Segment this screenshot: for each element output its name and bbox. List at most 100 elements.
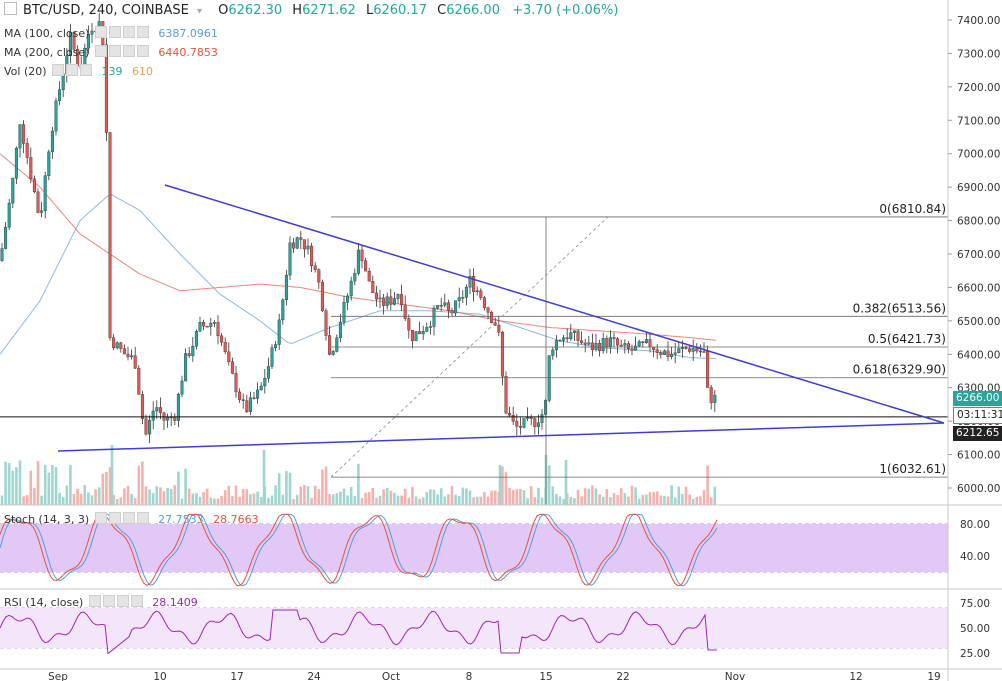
volume-bar	[583, 488, 587, 505]
settings-icon[interactable]	[66, 64, 79, 76]
volume-bar	[223, 490, 227, 505]
volume-bar	[486, 496, 490, 505]
volume-bar	[137, 465, 141, 505]
volume-bar	[425, 492, 429, 505]
volume-bar	[436, 494, 439, 505]
candle-body	[698, 350, 702, 353]
visibility-icon[interactable]	[52, 64, 65, 76]
collapse-icon[interactable]	[4, 2, 17, 15]
volume-bar	[385, 487, 389, 505]
volume-bar	[569, 496, 573, 505]
volume-bar	[634, 487, 637, 505]
visibility-icon[interactable]	[94, 512, 107, 524]
volume-bar	[303, 485, 306, 505]
candle-body	[248, 397, 252, 412]
ma200-value: 6440.7853	[158, 46, 218, 59]
volume-bar	[191, 493, 195, 505]
volume-bar	[47, 472, 51, 505]
volume-legend[interactable]: Vol (20) 139 610	[4, 64, 153, 78]
volume-bar	[90, 495, 94, 505]
candle-body	[40, 210, 44, 213]
settings-icon[interactable]	[108, 512, 121, 524]
close-icon[interactable]	[116, 595, 129, 607]
candle-body	[396, 294, 400, 299]
y-tick-label: 6700.00	[957, 249, 1000, 261]
more-icon[interactable]	[136, 26, 149, 38]
y-tick-label: 6400.00	[957, 349, 1000, 361]
candle-body	[47, 151, 51, 176]
more-icon[interactable]	[130, 595, 143, 607]
volume-bar	[274, 485, 277, 505]
close-icon[interactable]	[80, 64, 93, 76]
candle-body	[151, 410, 155, 421]
volume-bar	[454, 494, 457, 505]
more-icon[interactable]	[136, 512, 149, 524]
candle-body	[623, 343, 627, 346]
y-tick-label: 6600.00	[957, 282, 1000, 294]
volume-bar	[220, 495, 223, 505]
candle-body	[367, 270, 371, 282]
volume-bar	[54, 467, 58, 505]
more-icon[interactable]	[136, 45, 149, 57]
trendlines[interactable]	[0, 184, 948, 452]
volume-bar	[317, 489, 321, 505]
volume-bar	[673, 497, 677, 505]
candle-body	[205, 325, 209, 328]
rsi-legend[interactable]: RSI (14, close) 28.1409	[4, 595, 198, 609]
x-tick-label: Oct	[382, 671, 400, 681]
rsi-tick-label: 75.00	[960, 598, 990, 610]
candle-body	[126, 353, 130, 358]
stoch-legend[interactable]: Stoch (14, 3, 3) 27.7533 28.7663	[4, 512, 259, 526]
volume-bar	[148, 489, 151, 505]
candle-body	[50, 130, 54, 153]
candle-body	[425, 327, 429, 332]
candle-body	[500, 331, 504, 377]
settings-icon[interactable]	[108, 26, 121, 38]
candle-body	[295, 237, 299, 249]
settings-icon[interactable]	[108, 45, 121, 57]
volume-bar	[339, 491, 342, 505]
candle-body	[558, 340, 562, 342]
volume-bar	[526, 498, 529, 505]
volume-bar	[472, 497, 475, 505]
candle-body	[662, 350, 666, 355]
volume-bar	[151, 493, 155, 505]
y-tick-label: 6000.00	[957, 483, 1000, 495]
volume-bar	[29, 470, 33, 505]
descending-trendline	[164, 184, 945, 424]
volume-bar	[277, 473, 281, 505]
volume-bar	[51, 464, 54, 505]
symbol-name[interactable]: BTC/USD, 240, COINBASE	[23, 3, 189, 18]
candle-body	[421, 331, 425, 335]
candle-body	[328, 335, 332, 355]
candle-body	[338, 321, 342, 339]
fibonacci-levels[interactable]: 0(6810.84) 0.382(6513.56) 0.5(6421.73) 0.61…	[330, 202, 948, 505]
visibility-icon[interactable]	[94, 26, 107, 38]
visibility-icon[interactable]	[94, 45, 107, 57]
candle-body	[580, 340, 584, 344]
candle-body	[324, 310, 328, 336]
ma200-legend[interactable]: MA (200, close) 6440.7853	[4, 45, 218, 59]
candle-body	[342, 302, 346, 323]
ma100-legend[interactable]: MA (100, close) 6387.0961	[4, 26, 218, 40]
volume-bar	[594, 488, 598, 505]
stoch-tick-label: 40.00	[960, 551, 990, 563]
close-icon[interactable]	[122, 512, 135, 524]
visibility-icon[interactable]	[88, 595, 101, 607]
close-icon[interactable]	[122, 45, 135, 57]
settings-icon[interactable]	[102, 595, 115, 607]
close-icon[interactable]	[122, 26, 135, 38]
volume-bar	[285, 470, 288, 505]
chevron-down-icon[interactable]: ▾	[196, 6, 202, 17]
candle-body	[619, 344, 623, 347]
volume-bar	[177, 471, 180, 505]
volume-value-1: 139	[101, 65, 123, 78]
candle-body	[212, 322, 216, 324]
x-tick-label: 17	[230, 671, 243, 681]
volume-bar	[475, 496, 479, 505]
volume-bar	[367, 492, 371, 505]
volume-bar	[353, 495, 357, 505]
y-tick-label: 7100.00	[957, 115, 1000, 127]
volume-bar	[310, 498, 313, 505]
